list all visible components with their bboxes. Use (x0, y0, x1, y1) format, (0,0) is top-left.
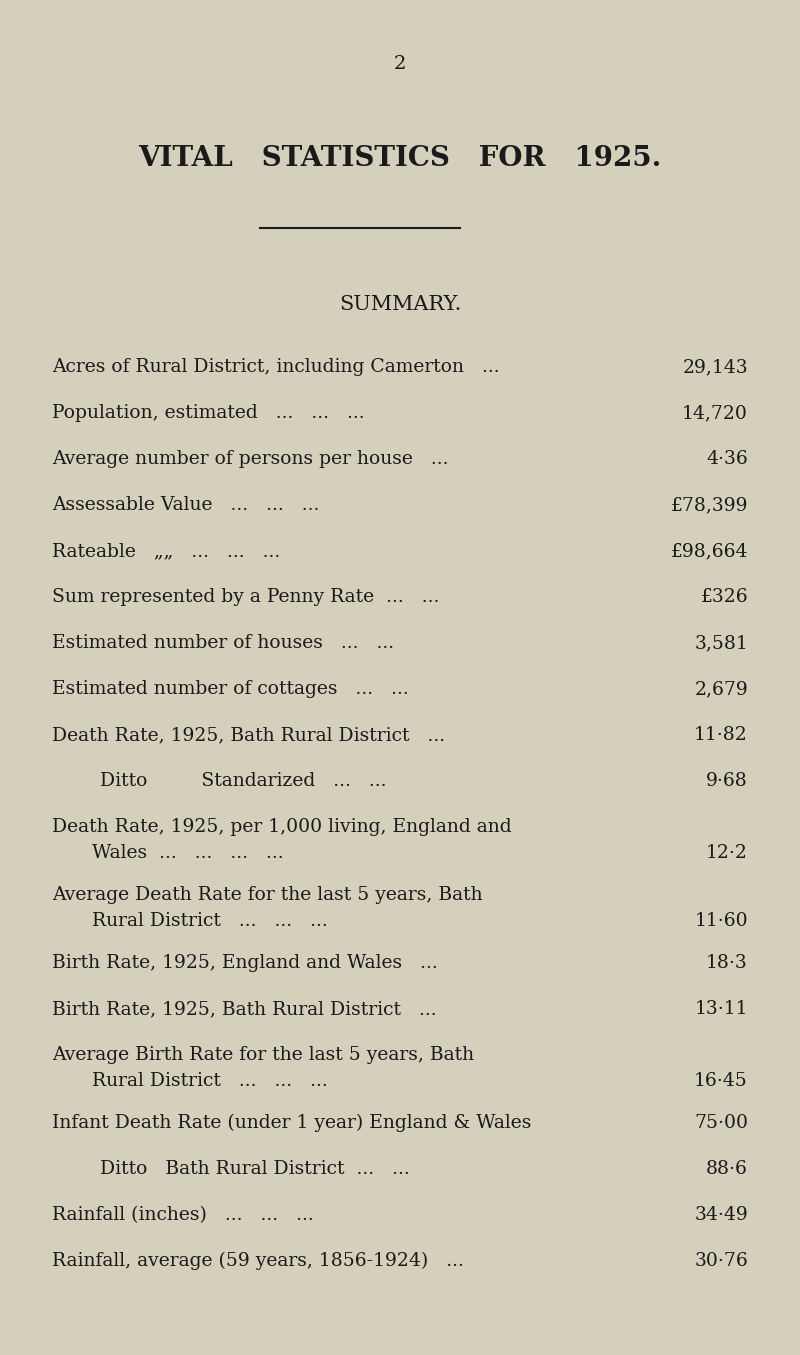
Text: £326: £326 (700, 588, 748, 606)
Text: 88·6: 88·6 (706, 1160, 748, 1177)
Text: Ditto         Standarized   ...   ...: Ditto Standarized ... ... (100, 772, 386, 790)
Text: Rainfall, average (59 years, 1856-1924)   ...: Rainfall, average (59 years, 1856-1924) … (52, 1252, 464, 1270)
Text: 16·45: 16·45 (694, 1072, 748, 1089)
Text: Rainfall (inches)   ...   ...   ...: Rainfall (inches) ... ... ... (52, 1206, 314, 1224)
Text: Average Birth Rate for the last 5 years, Bath: Average Birth Rate for the last 5 years,… (52, 1046, 474, 1064)
Text: 18·3: 18·3 (706, 954, 748, 972)
Text: Estimated number of houses   ...   ...: Estimated number of houses ... ... (52, 634, 394, 652)
Text: Rural District   ...   ...   ...: Rural District ... ... ... (92, 912, 328, 930)
Text: SUMMARY.: SUMMARY. (339, 295, 461, 314)
Text: Ditto   Bath Rural District  ...   ...: Ditto Bath Rural District ... ... (100, 1160, 410, 1177)
Text: 14,720: 14,720 (682, 404, 748, 421)
Text: Rural District   ...   ...   ...: Rural District ... ... ... (92, 1072, 328, 1089)
Text: 2: 2 (394, 56, 406, 73)
Text: Population, estimated   ...   ...   ...: Population, estimated ... ... ... (52, 404, 365, 421)
Text: Rateable   „„   ...   ...   ...: Rateable „„ ... ... ... (52, 542, 280, 560)
Text: £78,399: £78,399 (670, 496, 748, 514)
Text: Average number of persons per house   ...: Average number of persons per house ... (52, 450, 449, 467)
Text: 12·2: 12·2 (706, 844, 748, 862)
Text: Death Rate, 1925, per 1,000 living, England and: Death Rate, 1925, per 1,000 living, Engl… (52, 818, 512, 836)
Text: 75·00: 75·00 (694, 1114, 748, 1131)
Text: 11·82: 11·82 (694, 726, 748, 744)
Text: 9·68: 9·68 (706, 772, 748, 790)
Text: Estimated number of cottages   ...   ...: Estimated number of cottages ... ... (52, 680, 409, 698)
Text: Wales  ...   ...   ...   ...: Wales ... ... ... ... (92, 844, 284, 862)
Text: 4·36: 4·36 (706, 450, 748, 467)
Text: 29,143: 29,143 (682, 358, 748, 375)
Text: 2,679: 2,679 (694, 680, 748, 698)
Text: £98,664: £98,664 (670, 542, 748, 560)
Text: Assessable Value   ...   ...   ...: Assessable Value ... ... ... (52, 496, 319, 514)
Text: 13·11: 13·11 (694, 1000, 748, 1018)
Text: 11·60: 11·60 (694, 912, 748, 930)
Text: Birth Rate, 1925, Bath Rural District   ...: Birth Rate, 1925, Bath Rural District ..… (52, 1000, 437, 1018)
Text: 34·49: 34·49 (694, 1206, 748, 1224)
Text: Death Rate, 1925, Bath Rural District   ...: Death Rate, 1925, Bath Rural District ..… (52, 726, 445, 744)
Text: VITAL   STATISTICS   FOR   1925.: VITAL STATISTICS FOR 1925. (138, 145, 662, 172)
Text: Acres of Rural District, including Camerton   ...: Acres of Rural District, including Camer… (52, 358, 500, 375)
Text: Average Death Rate for the last 5 years, Bath: Average Death Rate for the last 5 years,… (52, 886, 482, 904)
Text: 3,581: 3,581 (694, 634, 748, 652)
Text: 30·76: 30·76 (694, 1252, 748, 1270)
Text: Sum represented by a Penny Rate  ...   ...: Sum represented by a Penny Rate ... ... (52, 588, 439, 606)
Text: Birth Rate, 1925, England and Wales   ...: Birth Rate, 1925, England and Wales ... (52, 954, 438, 972)
Text: Infant Death Rate (under 1 year) England & Wales: Infant Death Rate (under 1 year) England… (52, 1114, 531, 1133)
